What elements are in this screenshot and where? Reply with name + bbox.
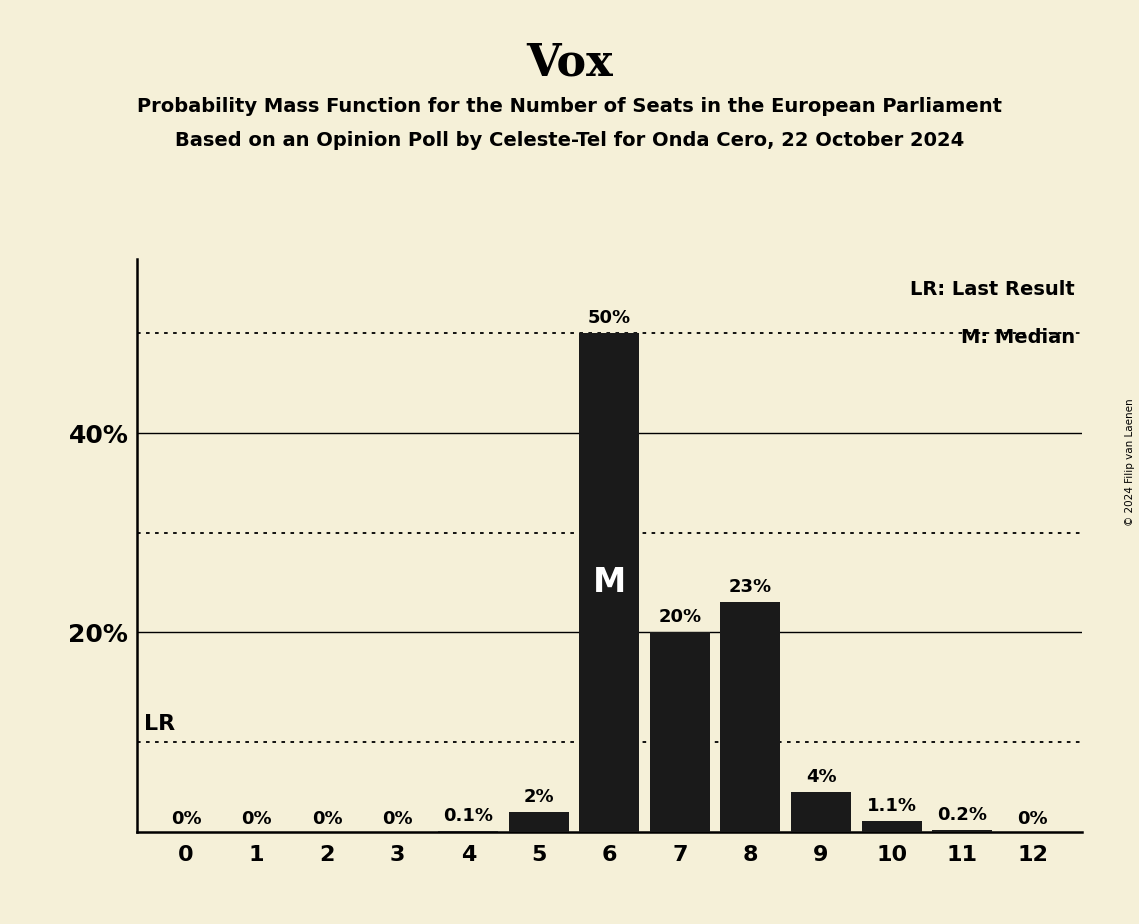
Bar [721, 602, 780, 832]
Bar [861, 821, 921, 832]
Bar [932, 830, 992, 832]
Bar [509, 811, 568, 832]
Text: Based on an Opinion Poll by Celeste-Tel for Onda Cero, 22 October 2024: Based on an Opinion Poll by Celeste-Tel … [175, 131, 964, 151]
Text: © 2024 Filip van Laenen: © 2024 Filip van Laenen [1125, 398, 1134, 526]
Text: LR: LR [144, 714, 175, 734]
Text: 0%: 0% [241, 809, 272, 828]
Text: 20%: 20% [658, 608, 702, 626]
Bar [580, 334, 639, 832]
Text: 0.2%: 0.2% [937, 806, 988, 823]
Bar [439, 831, 498, 832]
Text: 2%: 2% [524, 787, 555, 806]
Text: 0%: 0% [312, 809, 343, 828]
Text: 4%: 4% [805, 768, 836, 785]
Text: Vox: Vox [526, 42, 613, 85]
Text: 1.1%: 1.1% [867, 796, 917, 815]
Text: Probability Mass Function for the Number of Seats in the European Parliament: Probability Mass Function for the Number… [137, 97, 1002, 116]
Text: 0%: 0% [171, 809, 202, 828]
Text: 0%: 0% [383, 809, 413, 828]
Text: 50%: 50% [588, 310, 631, 327]
Text: 0.1%: 0.1% [443, 807, 493, 824]
Text: M: Median: M: Median [961, 328, 1075, 347]
Text: 0%: 0% [1017, 809, 1048, 828]
Text: M: M [592, 566, 626, 599]
Text: 23%: 23% [729, 578, 772, 597]
Bar [790, 792, 851, 832]
Text: LR: Last Result: LR: Last Result [910, 280, 1075, 298]
Bar [650, 632, 710, 832]
